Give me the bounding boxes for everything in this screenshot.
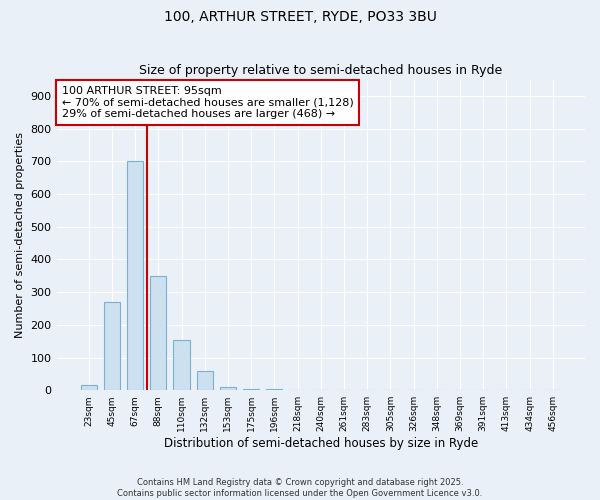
X-axis label: Distribution of semi-detached houses by size in Ryde: Distribution of semi-detached houses by …: [164, 437, 478, 450]
Title: Size of property relative to semi-detached houses in Ryde: Size of property relative to semi-detach…: [139, 64, 502, 77]
Bar: [243, 388, 259, 390]
Y-axis label: Number of semi-detached properties: Number of semi-detached properties: [15, 132, 25, 338]
Bar: [266, 389, 283, 390]
Text: 100 ARTHUR STREET: 95sqm
← 70% of semi-detached houses are smaller (1,128)
29% o: 100 ARTHUR STREET: 95sqm ← 70% of semi-d…: [62, 86, 353, 119]
Text: 100, ARTHUR STREET, RYDE, PO33 3BU: 100, ARTHUR STREET, RYDE, PO33 3BU: [164, 10, 436, 24]
Bar: [220, 387, 236, 390]
Bar: [173, 340, 190, 390]
Bar: [150, 276, 166, 390]
Bar: [104, 302, 120, 390]
Bar: [127, 162, 143, 390]
Bar: [80, 386, 97, 390]
Text: Contains HM Land Registry data © Crown copyright and database right 2025.
Contai: Contains HM Land Registry data © Crown c…: [118, 478, 482, 498]
Bar: [197, 370, 213, 390]
